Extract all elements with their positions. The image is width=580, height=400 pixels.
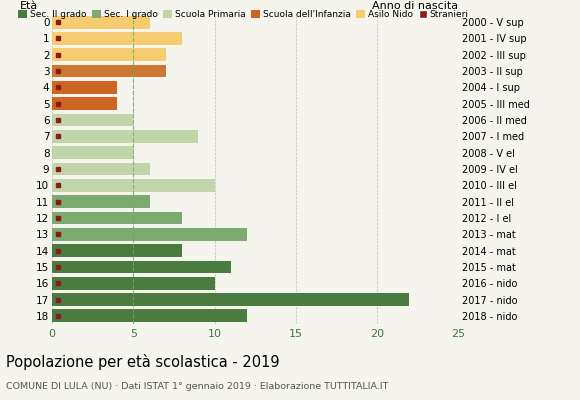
Bar — [52, 228, 247, 241]
Bar — [52, 195, 150, 208]
Bar — [52, 179, 215, 192]
Bar — [52, 114, 133, 126]
Bar — [52, 244, 182, 257]
Bar — [52, 65, 166, 78]
Bar — [52, 81, 117, 94]
Bar — [52, 16, 150, 28]
Bar — [52, 310, 247, 322]
Bar — [52, 48, 166, 61]
Text: COMUNE DI LULA (NU) · Dati ISTAT 1° gennaio 2019 · Elaborazione TUTTITALIA.IT: COMUNE DI LULA (NU) · Dati ISTAT 1° genn… — [6, 382, 388, 391]
Bar — [52, 32, 182, 45]
Bar — [52, 146, 133, 159]
Bar — [52, 293, 409, 306]
Bar — [52, 260, 231, 273]
Text: Popolazione per età scolastica - 2019: Popolazione per età scolastica - 2019 — [6, 354, 280, 370]
Text: Età: Età — [20, 1, 38, 11]
Bar — [52, 97, 117, 110]
Bar — [52, 163, 150, 175]
Bar — [52, 277, 215, 290]
Bar — [52, 130, 198, 143]
Text: Anno di nascita: Anno di nascita — [372, 1, 458, 11]
Legend: Sec. II grado, Sec. I grado, Scuola Primaria, Scuola dell'Infanzia, Asilo Nido, : Sec. II grado, Sec. I grado, Scuola Prim… — [14, 6, 473, 23]
Bar — [52, 212, 182, 224]
